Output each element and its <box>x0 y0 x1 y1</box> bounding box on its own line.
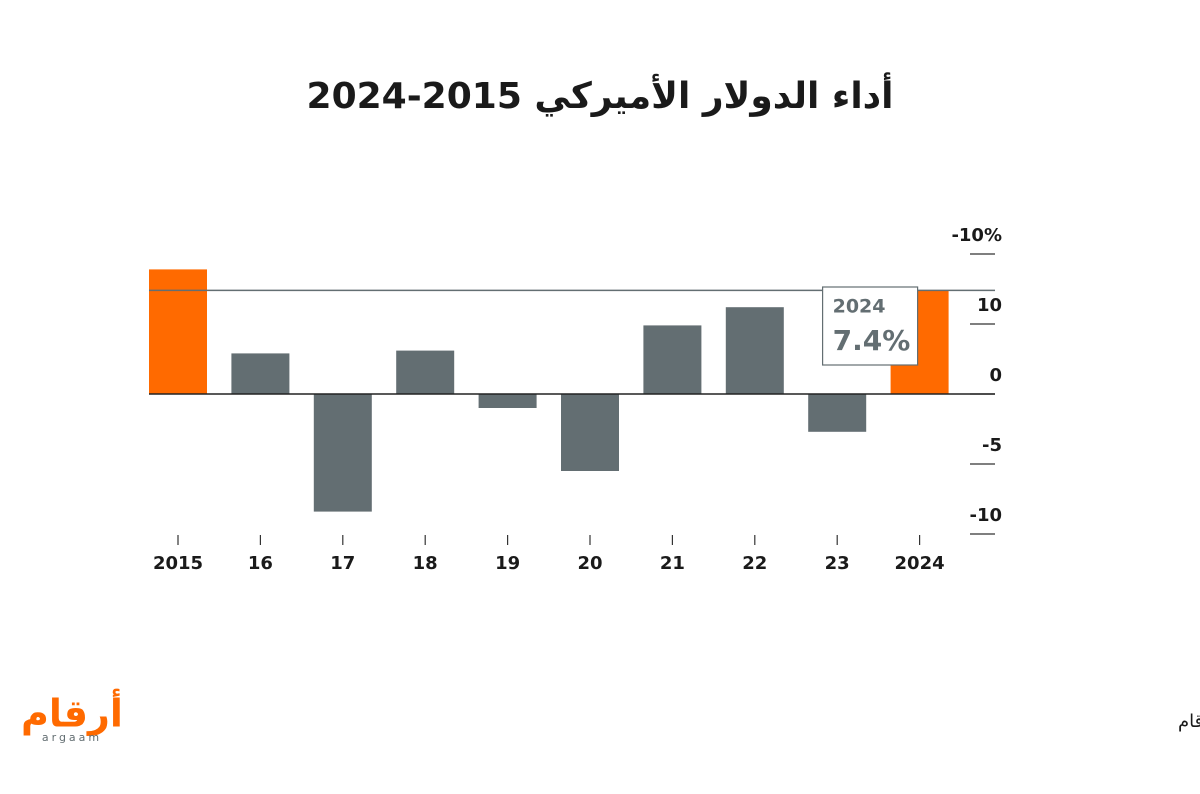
bar <box>231 353 290 394</box>
bar <box>313 394 372 512</box>
x-tick-label: 19 <box>495 553 520 574</box>
y-tick-label: 10 <box>977 295 1002 316</box>
bar <box>725 307 784 394</box>
x-tick-label: 2015 <box>153 553 203 574</box>
x-tick-label: 21 <box>660 553 685 574</box>
x-tick-label: 18 <box>413 553 438 574</box>
y-tick-label: -10% <box>951 225 1002 246</box>
bar <box>149 269 207 394</box>
annotation-value: 7.4% <box>833 324 911 357</box>
x-tick-label: 22 <box>742 553 767 574</box>
x-tick-label: 17 <box>330 553 355 574</box>
bar <box>396 350 455 394</box>
source: المصدر : بلومبرغ/أرقام <box>1178 709 1200 732</box>
logo-latin: argaam <box>42 731 102 744</box>
x-tick-label: 23 <box>825 553 850 574</box>
x-tick-label: 16 <box>248 553 273 574</box>
bar <box>808 394 867 432</box>
chart-title: أداء الدولار الأميركي 2015-2024 <box>307 72 894 117</box>
bar <box>643 325 702 394</box>
y-tick-label: -5 <box>982 435 1002 456</box>
y-tick-label: -10 <box>969 505 1002 526</box>
logo: أرقام <box>21 689 123 737</box>
bar <box>561 394 619 471</box>
annotation-year: 2024 <box>833 296 886 318</box>
y-tick-label: 0 <box>989 365 1002 386</box>
annotation-box <box>821 286 919 366</box>
x-tick-label: 20 <box>577 553 602 574</box>
x-tick-label: 2024 <box>895 553 945 574</box>
bar <box>478 394 537 408</box>
